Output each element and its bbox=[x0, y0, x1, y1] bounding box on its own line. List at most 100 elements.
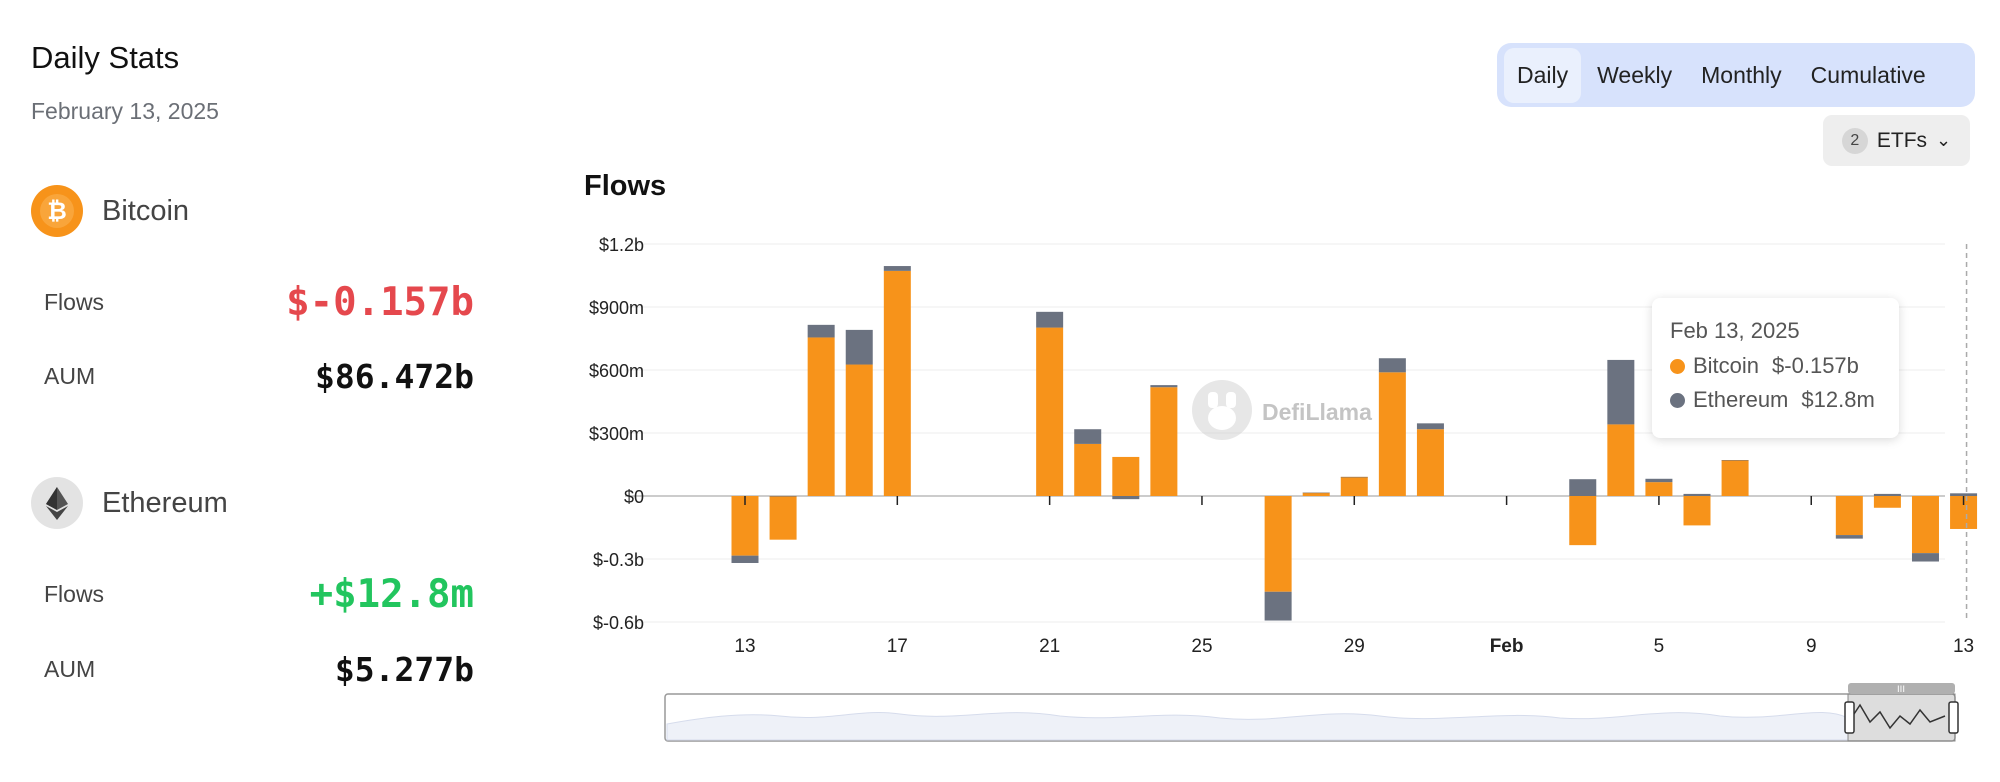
bar-bitcoin[interactable] bbox=[1683, 496, 1711, 526]
bar-bitcoin[interactable] bbox=[845, 364, 873, 496]
bar-bitcoin[interactable] bbox=[1607, 424, 1635, 496]
bitcoin-aum-label: AUM bbox=[44, 363, 96, 389]
tooltip-row-bitcoin: Bitcoin $-0.157b bbox=[1670, 353, 1881, 379]
bitcoin-icon: ₿ bbox=[31, 185, 83, 237]
bar-bitcoin[interactable] bbox=[1911, 496, 1939, 554]
bar-ethereum[interactable] bbox=[1835, 535, 1863, 539]
chart-tooltip: Feb 13, 2025 Bitcoin $-0.157b Ethereum $… bbox=[1652, 298, 1899, 438]
watermark-text: DefiLlama bbox=[1262, 399, 1372, 425]
page-title: Daily Stats bbox=[31, 40, 180, 75]
bar-ethereum[interactable] bbox=[1112, 496, 1140, 500]
y-tick-label: $0 bbox=[624, 487, 644, 507]
bar-ethereum[interactable] bbox=[1302, 492, 1330, 494]
bar-bitcoin[interactable] bbox=[883, 270, 911, 496]
tooltip-ethereum-dot bbox=[1670, 392, 1685, 408]
navigator-drag-bar[interactable] bbox=[1848, 683, 1955, 694]
x-tick-label: 9 bbox=[1806, 636, 1817, 657]
bar-bitcoin[interactable] bbox=[1721, 460, 1749, 496]
tab-cumulative[interactable]: Cumulative bbox=[1810, 61, 1926, 88]
x-tick-label: 25 bbox=[1191, 636, 1212, 657]
bitcoin-header: ₿ Bitcoin bbox=[31, 185, 189, 237]
bar-ethereum[interactable] bbox=[1036, 311, 1064, 328]
navigator-left-handle[interactable] bbox=[1844, 701, 1855, 734]
bar-bitcoin[interactable] bbox=[807, 337, 835, 496]
bar-ethereum[interactable] bbox=[807, 324, 835, 338]
y-tick-label: $900m bbox=[589, 298, 644, 318]
bar-bitcoin[interactable] bbox=[1112, 456, 1140, 496]
ethereum-icon bbox=[31, 477, 83, 529]
x-tick-label: 17 bbox=[887, 636, 908, 657]
x-tick-label: 29 bbox=[1344, 636, 1365, 657]
etf-count-badge: 2 bbox=[1841, 127, 1868, 154]
bar-ethereum[interactable] bbox=[1911, 553, 1939, 562]
y-tick-label: $-0.6b bbox=[593, 613, 644, 633]
bitcoin-flows-label: Flows bbox=[44, 289, 105, 315]
svg-text:₿: ₿ bbox=[47, 197, 67, 225]
bar-bitcoin[interactable] bbox=[1873, 496, 1901, 508]
ethereum-aum-value: $5.277b bbox=[334, 650, 474, 689]
navigator-right-handle[interactable] bbox=[1948, 701, 1959, 734]
bar-bitcoin[interactable] bbox=[1340, 476, 1368, 496]
bar-ethereum[interactable] bbox=[845, 329, 873, 365]
bar-ethereum[interactable] bbox=[1569, 479, 1597, 496]
bar-bitcoin[interactable] bbox=[1645, 482, 1673, 496]
y-tick-label: $-0.3b bbox=[593, 550, 644, 570]
chevron-down-icon: ⌄ bbox=[1936, 130, 1952, 150]
bar-bitcoin[interactable] bbox=[1378, 372, 1406, 496]
bar-bitcoin[interactable] bbox=[1036, 327, 1064, 496]
bitcoin-flows-row: Flows $-0.157b bbox=[44, 280, 474, 325]
bar-ethereum[interactable] bbox=[1721, 460, 1749, 461]
etf-filter-dropdown[interactable]: 2 ETFs ⌄ bbox=[1823, 115, 1970, 166]
asset-name-ethereum: Ethereum bbox=[102, 486, 228, 519]
bar-ethereum[interactable] bbox=[1340, 476, 1368, 478]
ethereum-header: Ethereum bbox=[31, 477, 228, 529]
bar-ethereum[interactable] bbox=[1873, 493, 1901, 496]
tab-monthly[interactable]: Monthly bbox=[1701, 61, 1782, 88]
tooltip-bitcoin-dot bbox=[1670, 358, 1685, 374]
bar-bitcoin[interactable] bbox=[1302, 492, 1330, 496]
bar-ethereum[interactable] bbox=[1416, 423, 1444, 430]
bar-ethereum[interactable] bbox=[769, 496, 797, 497]
bar-bitcoin[interactable] bbox=[1264, 496, 1292, 592]
y-tick-label: $600m bbox=[589, 361, 644, 381]
bar-ethereum[interactable] bbox=[1074, 429, 1102, 444]
ethereum-flows-row: Flows +$12.8m bbox=[44, 572, 474, 617]
bar-bitcoin[interactable] bbox=[1835, 496, 1863, 536]
ethereum-aum-row: AUM $5.277b bbox=[44, 650, 474, 689]
x-tick-label: 13 bbox=[1953, 636, 1974, 657]
bar-bitcoin[interactable] bbox=[1150, 387, 1178, 496]
bar-ethereum[interactable] bbox=[1264, 591, 1292, 621]
tab-daily[interactable]: Daily bbox=[1504, 47, 1582, 103]
bar-ethereum[interactable] bbox=[1683, 493, 1711, 496]
bitcoin-aum-value: $86.472b bbox=[315, 357, 474, 396]
tooltip-bitcoin-name: Bitcoin bbox=[1693, 353, 1760, 378]
tooltip-ethereum-name: Ethereum bbox=[1693, 387, 1789, 412]
bar-bitcoin[interactable] bbox=[1074, 443, 1102, 496]
bar-bitcoin[interactable] bbox=[1416, 429, 1444, 496]
etf-filter-label: ETFs bbox=[1876, 128, 1928, 152]
bar-ethereum[interactable] bbox=[1150, 385, 1178, 388]
y-tick-label: $300m bbox=[589, 424, 644, 444]
bar-bitcoin[interactable] bbox=[1569, 496, 1597, 546]
asset-name-bitcoin: Bitcoin bbox=[102, 194, 190, 227]
tab-weekly[interactable]: Weekly bbox=[1597, 61, 1673, 88]
range-navigator[interactable]: III bbox=[664, 683, 1959, 742]
svg-text:III: III bbox=[1897, 685, 1905, 695]
tooltip-bitcoin-value: $-0.157b bbox=[1772, 353, 1859, 378]
bar-ethereum[interactable] bbox=[883, 266, 911, 271]
ethereum-flows-value: +$12.8m bbox=[309, 572, 474, 617]
bar-ethereum[interactable] bbox=[1645, 478, 1673, 483]
tooltip-ethereum-value: $12.8m bbox=[1801, 387, 1875, 412]
bitcoin-flows-value: $-0.157b bbox=[286, 280, 474, 325]
ethereum-flows-label: Flows bbox=[44, 581, 105, 607]
bar-bitcoin[interactable] bbox=[769, 496, 797, 540]
x-tick-label: Feb bbox=[1490, 636, 1524, 657]
bar-ethereum[interactable] bbox=[1378, 358, 1406, 373]
bitcoin-aum-row: AUM $86.472b bbox=[44, 357, 474, 396]
bar-ethereum[interactable] bbox=[1607, 359, 1635, 425]
bar-bitcoin[interactable] bbox=[731, 496, 759, 556]
bar-ethereum[interactable] bbox=[1950, 493, 1978, 496]
bar-ethereum[interactable] bbox=[731, 555, 759, 563]
chart-title: Flows bbox=[584, 170, 667, 202]
